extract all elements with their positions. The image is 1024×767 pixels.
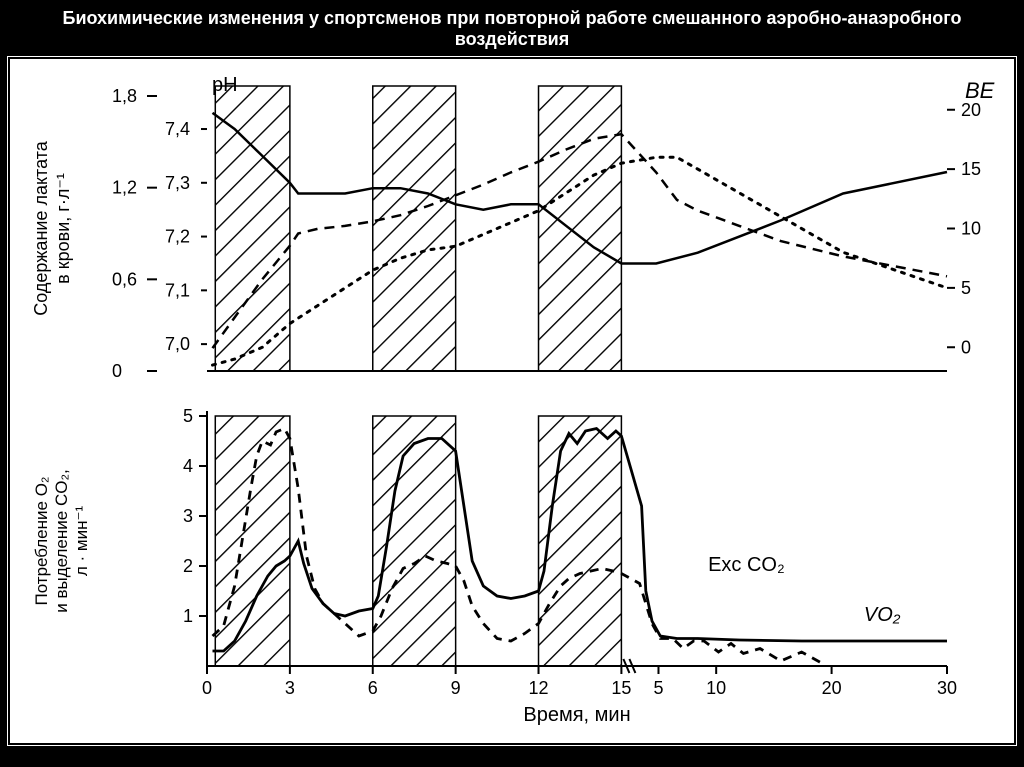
svg-text:2: 2 — [183, 556, 193, 576]
svg-text:и выделение CO₂,: и выделение CO₂, — [52, 469, 71, 613]
svg-text:20: 20 — [822, 678, 842, 698]
svg-text:0,6: 0,6 — [112, 269, 137, 289]
svg-text:9: 9 — [451, 678, 461, 698]
svg-text:Содержание лактата: Содержание лактата — [31, 140, 51, 315]
svg-text:5: 5 — [183, 406, 193, 426]
svg-text:5: 5 — [653, 678, 663, 698]
svg-text:Время, мин: Время, мин — [523, 704, 630, 726]
svg-text:15: 15 — [611, 678, 631, 698]
svg-text:3: 3 — [183, 506, 193, 526]
svg-text:Exc CO₂: Exc CO₂ — [708, 554, 785, 576]
figure: 00,61,21,8pH7,07,17,27,37,4BE05101520Сод… — [7, 56, 1017, 746]
svg-text:в крови, г·л⁻¹: в крови, г·л⁻¹ — [53, 173, 73, 284]
svg-text:0: 0 — [961, 337, 971, 357]
svg-text:7,0: 7,0 — [165, 334, 190, 354]
figure-svg: 00,61,21,8pH7,07,17,27,37,4BE05101520Сод… — [7, 56, 1017, 746]
page-title: Биохимические изменения у спортсменов пр… — [0, 0, 1024, 56]
svg-text:12: 12 — [529, 678, 549, 698]
svg-text:7,1: 7,1 — [165, 280, 190, 300]
svg-text:20: 20 — [961, 100, 981, 120]
svg-text:5: 5 — [961, 278, 971, 298]
svg-text:10: 10 — [706, 678, 726, 698]
svg-text:0: 0 — [202, 678, 212, 698]
svg-text:30: 30 — [937, 678, 957, 698]
svg-text:7,4: 7,4 — [165, 119, 190, 139]
svg-text:0: 0 — [112, 361, 122, 381]
svg-text:7,3: 7,3 — [165, 173, 190, 193]
svg-text:1: 1 — [183, 606, 193, 626]
svg-text:л · мин⁻¹: л · мин⁻¹ — [72, 506, 91, 577]
svg-text:1,2: 1,2 — [112, 178, 137, 198]
svg-text:1,8: 1,8 — [112, 86, 137, 106]
svg-text:3: 3 — [285, 678, 295, 698]
svg-text:7,2: 7,2 — [165, 227, 190, 247]
svg-text:VO₂: VO₂ — [864, 604, 901, 626]
svg-text:15: 15 — [961, 159, 981, 179]
svg-text:Потребление O₂: Потребление O₂ — [32, 476, 51, 605]
svg-text:4: 4 — [183, 456, 193, 476]
svg-text:10: 10 — [961, 219, 981, 239]
svg-text:6: 6 — [368, 678, 378, 698]
svg-text:pH: pH — [212, 74, 238, 96]
